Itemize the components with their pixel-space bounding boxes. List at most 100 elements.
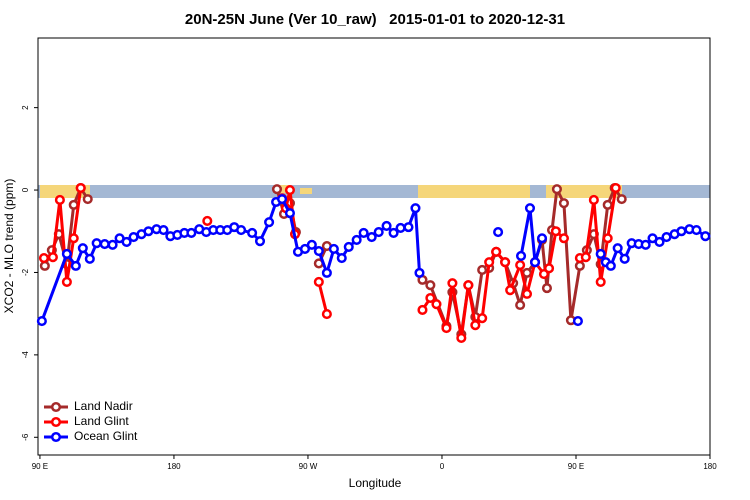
data-point (493, 227, 504, 238)
data-point (463, 280, 474, 291)
data-point (550, 226, 561, 237)
y-tick-label: -2 (21, 268, 30, 276)
data-point (661, 231, 672, 243)
data-point (284, 208, 295, 219)
data-point (414, 267, 425, 278)
data-point (610, 182, 621, 194)
data-point (143, 226, 154, 237)
data-point (202, 215, 213, 227)
legend-label: Land Glint (74, 414, 129, 428)
data-point (54, 194, 65, 205)
legend-label: Land Nadir (74, 399, 133, 413)
data-point (529, 257, 541, 268)
data-point (410, 203, 421, 214)
y-tick-label: 0 (21, 187, 30, 192)
y-axis-label: XCO2 - MLO trend (ppm) (2, 179, 16, 314)
data-point (351, 234, 362, 245)
data-point (306, 239, 317, 250)
data-point (75, 182, 86, 194)
data-point (558, 198, 569, 209)
data-point (39, 260, 50, 271)
data-point (388, 227, 399, 238)
data-point (595, 248, 606, 259)
data-point (515, 259, 526, 271)
data-point (158, 224, 169, 236)
data-point (640, 239, 651, 250)
data-point (121, 236, 132, 248)
x-tick-label: 90 W (299, 462, 318, 471)
data-point (128, 231, 139, 243)
data-point (343, 241, 354, 252)
data-point (574, 260, 585, 271)
data-point (558, 233, 569, 244)
x-axis-label: Longitude (349, 476, 402, 490)
legend-label: Ocean Glint (74, 429, 138, 443)
y-tick-label: 2 (21, 105, 30, 110)
data-point (700, 231, 711, 242)
data-point (441, 323, 452, 334)
data-point (551, 184, 562, 195)
data-point (505, 285, 516, 296)
data-point (431, 299, 442, 310)
x-tick-label: 0 (440, 462, 445, 471)
data-point (47, 252, 58, 263)
data-point (70, 260, 81, 271)
data-point (541, 283, 553, 294)
data-point (616, 194, 627, 205)
data-point (477, 313, 488, 324)
data-point (543, 263, 555, 274)
data-point (313, 276, 324, 287)
data-point (447, 278, 458, 289)
data-point (491, 246, 502, 257)
data-point (36, 316, 47, 327)
data-point (602, 233, 613, 244)
data-point (264, 217, 275, 228)
data-point (425, 280, 436, 291)
plot-frame (37, 37, 711, 456)
legend-marker (50, 431, 62, 443)
legend-marker (50, 401, 62, 413)
data-point (515, 250, 527, 262)
x-tick-label: 180 (167, 462, 181, 471)
data-point (61, 248, 72, 259)
data-point (381, 220, 392, 231)
data-point (68, 233, 79, 244)
data-point (524, 203, 536, 214)
data-point (417, 304, 428, 316)
data-point (366, 231, 377, 243)
data-point (107, 239, 118, 250)
data-point (572, 316, 583, 327)
data-point (654, 236, 665, 248)
x-tick-label: 90 E (568, 462, 584, 471)
data-point (68, 199, 79, 210)
data-point (336, 252, 347, 264)
y-tick-label: -4 (21, 351, 30, 359)
data-point (602, 199, 613, 210)
data-point (536, 233, 548, 244)
data-point (484, 257, 495, 268)
data-point (236, 224, 247, 236)
data-point (691, 224, 702, 236)
data-point (612, 243, 623, 254)
data-point (500, 257, 511, 268)
data-point (313, 245, 324, 257)
data-point (456, 332, 467, 344)
chart-title: 20N-25N June (Ver 10_raw) 2015-01-01 to … (185, 11, 565, 28)
legend-marker (50, 416, 62, 428)
data-point (186, 227, 197, 238)
data-point (91, 238, 102, 249)
data-point (277, 194, 288, 205)
data-point (521, 288, 533, 299)
data-point (676, 226, 687, 237)
y-tick-label: -6 (21, 433, 30, 441)
data-point (595, 276, 606, 287)
data-point (99, 238, 110, 250)
data-point (395, 222, 406, 234)
series-line (43, 187, 618, 340)
data-point (321, 309, 332, 320)
data-point (358, 227, 369, 238)
data-point (38, 252, 50, 264)
data-point (321, 267, 332, 278)
data-point (299, 243, 311, 255)
